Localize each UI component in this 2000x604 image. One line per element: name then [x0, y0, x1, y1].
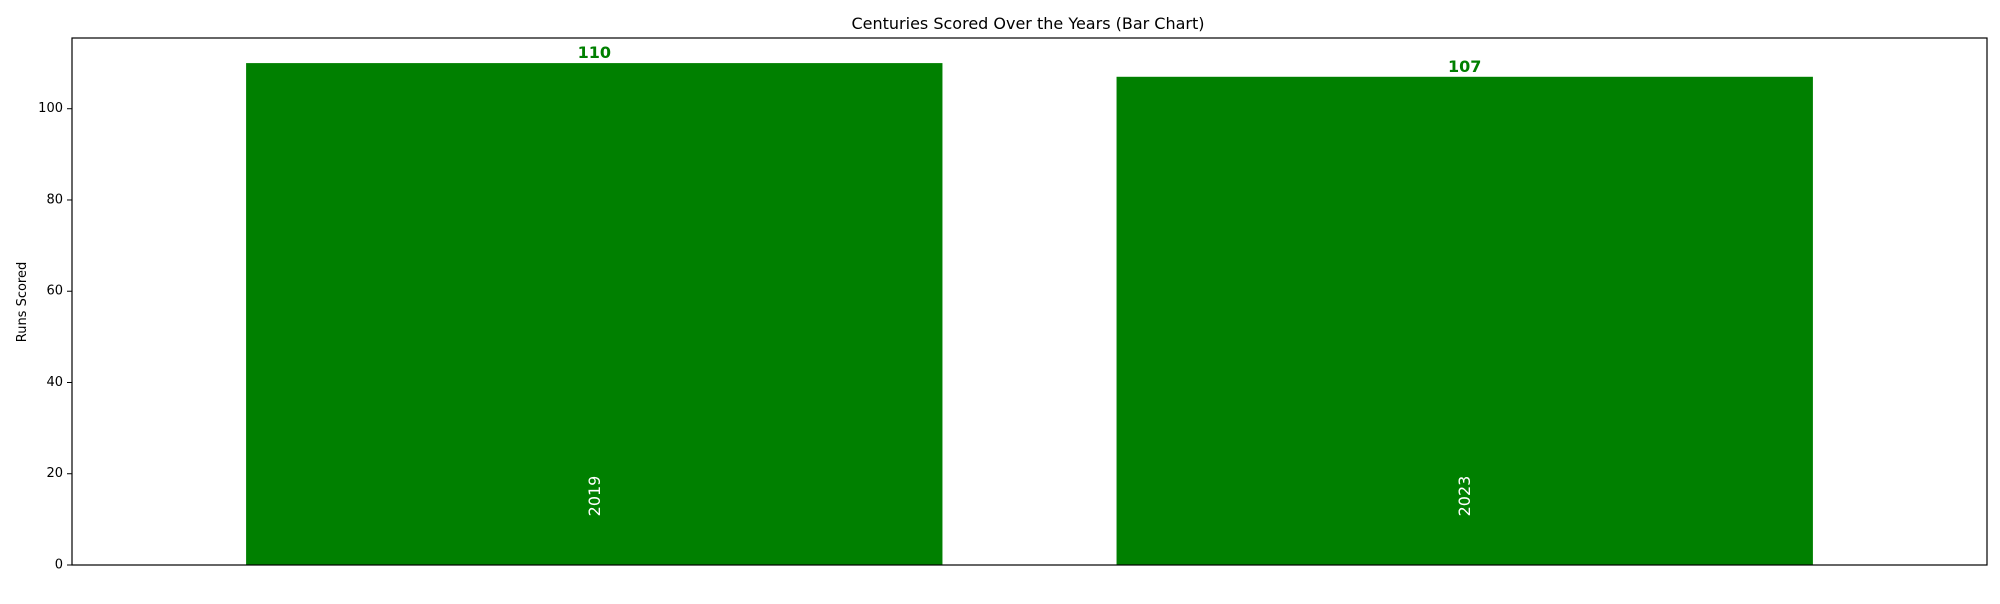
y-ticks-layer: 0 20 40 60 80 100	[38, 101, 72, 573]
y-tick-label-100: 100	[38, 101, 63, 116]
y-tick-label-60: 60	[46, 284, 63, 299]
bar-category-label-2023: 2023	[1455, 476, 1474, 517]
y-tick-label-20: 20	[46, 466, 63, 481]
bars-layer: 110 2019 107 2023	[246, 43, 1813, 566]
y-tick-label-0: 0	[55, 558, 63, 573]
bar-2023	[1116, 76, 1813, 566]
plot-frame	[71, 37, 1988, 566]
bar-value-label-2019: 110	[578, 43, 611, 62]
y-axis-label: Runs Scored	[15, 262, 30, 343]
y-tick-label-40: 40	[46, 375, 63, 390]
bar-2019	[246, 63, 943, 565]
chart-title: Centuries Scored Over the Years (Bar Cha…	[851, 14, 1204, 33]
y-tick-label-80: 80	[46, 192, 63, 207]
bar-value-label-2023: 107	[1448, 57, 1481, 76]
bar-category-label-2019: 2019	[585, 476, 604, 517]
